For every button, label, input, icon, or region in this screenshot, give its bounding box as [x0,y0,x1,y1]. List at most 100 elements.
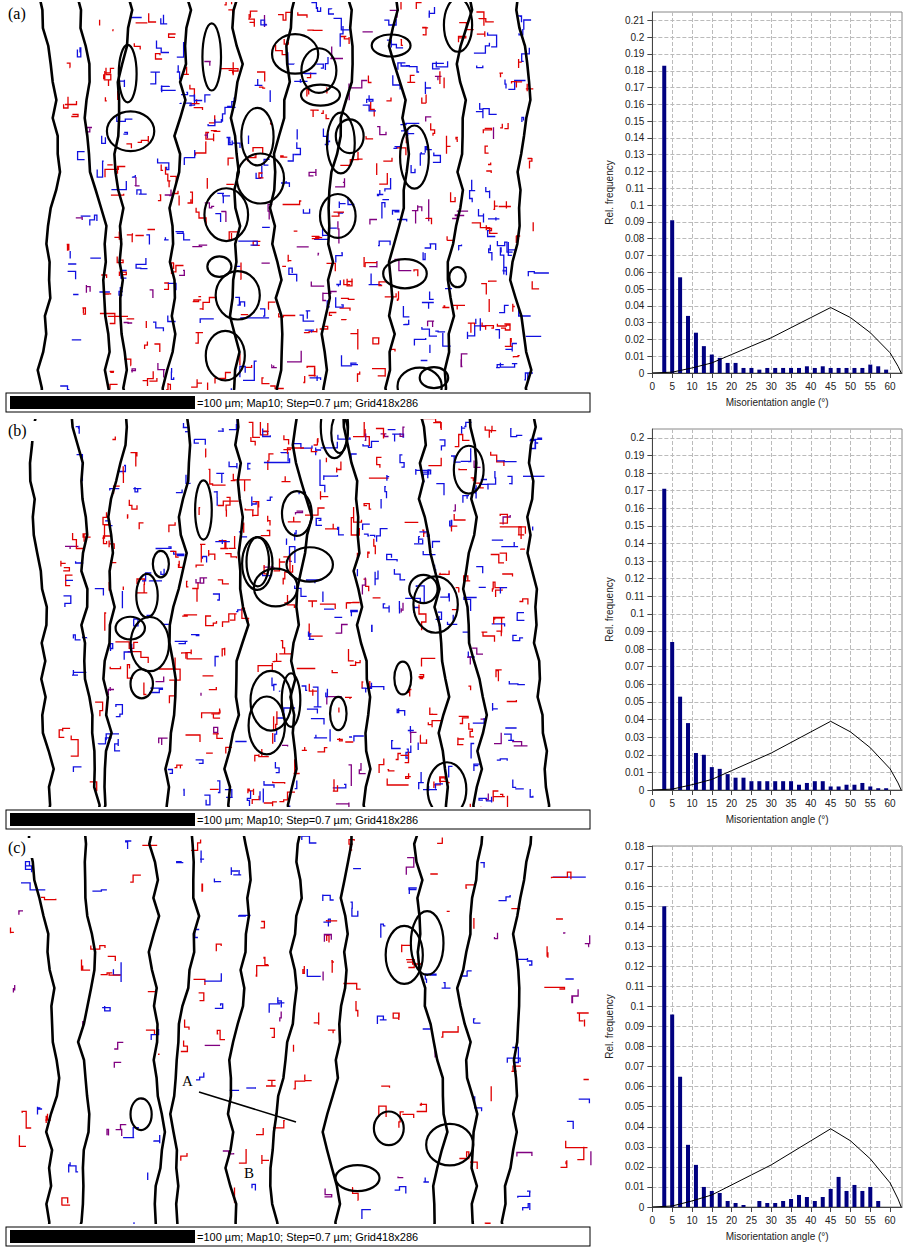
svg-text:25: 25 [746,1215,758,1226]
svg-text:35: 35 [785,798,797,809]
svg-text:0.17: 0.17 [625,861,645,872]
svg-text:5: 5 [669,798,675,809]
svg-text:0.02: 0.02 [625,334,645,345]
svg-text:0: 0 [650,798,656,809]
svg-text:0.07: 0.07 [625,1061,645,1072]
svg-text:50: 50 [845,381,857,392]
svg-text:35: 35 [785,381,797,392]
svg-text:Rel. frequency: Rel. frequency [604,160,615,224]
svg-text:0.16: 0.16 [625,503,645,514]
svg-text:0.15: 0.15 [625,520,645,531]
svg-text:0.04: 0.04 [625,714,645,725]
svg-text:0.03: 0.03 [625,317,645,328]
svg-text:15: 15 [706,381,718,392]
svg-text:0.08: 0.08 [625,1041,645,1052]
svg-text:0.19: 0.19 [625,48,645,59]
svg-text:5: 5 [669,1215,675,1226]
svg-text:0.16: 0.16 [625,99,645,110]
svg-text:10: 10 [686,798,698,809]
svg-text:0.01: 0.01 [625,767,645,778]
svg-text:30: 30 [766,1215,778,1226]
svg-text:45: 45 [825,798,837,809]
svg-text:25: 25 [746,798,758,809]
svg-text:45: 45 [825,381,837,392]
svg-text:0: 0 [639,1202,645,1213]
svg-text:=100 µm; Map10; Step=0.7 µm; G: =100 µm; Map10; Step=0.7 µm; Grid418x286 [197,814,418,826]
svg-text:0.03: 0.03 [625,1141,645,1152]
svg-text:0.19: 0.19 [625,450,645,461]
svg-text:0.12: 0.12 [625,573,645,584]
svg-text:0.06: 0.06 [625,267,645,278]
svg-text:(b): (b) [8,422,27,440]
svg-text:10: 10 [686,381,698,392]
svg-text:0.14: 0.14 [625,538,645,549]
svg-text:40: 40 [805,798,817,809]
svg-text:0.08: 0.08 [625,644,645,655]
svg-text:0.09: 0.09 [625,626,645,637]
svg-text:=100 µm; Map10; Step=0.7 µm; G: =100 µm; Map10; Step=0.7 µm; Grid418x286 [197,1231,418,1243]
svg-text:0.17: 0.17 [625,82,645,93]
svg-text:0.04: 0.04 [625,300,645,311]
svg-text:0.13: 0.13 [625,556,645,567]
svg-text:15: 15 [706,1215,718,1226]
svg-text:0.09: 0.09 [625,216,645,227]
svg-text:0.02: 0.02 [625,1161,645,1172]
svg-text:0.1: 0.1 [630,1001,644,1012]
svg-text:0.17: 0.17 [625,485,645,496]
svg-text:20: 20 [726,381,738,392]
svg-text:60: 60 [885,798,897,809]
svg-text:0.09: 0.09 [625,1021,645,1032]
svg-text:0.11: 0.11 [626,183,645,194]
svg-text:40: 40 [805,1215,817,1226]
svg-text:0.2: 0.2 [630,32,644,43]
svg-text:35: 35 [785,1215,797,1226]
svg-text:20: 20 [726,798,738,809]
svg-text:0.1: 0.1 [630,200,644,211]
svg-text:Misorientation angle (°): Misorientation angle (°) [726,1231,829,1242]
svg-text:50: 50 [845,798,857,809]
svg-text:0: 0 [639,368,645,379]
svg-text:0.04: 0.04 [625,1121,645,1132]
svg-text:0.07: 0.07 [625,661,645,672]
svg-text:0.14: 0.14 [625,132,645,143]
svg-text:Rel. frequency: Rel. frequency [604,994,615,1058]
svg-text:55: 55 [865,798,877,809]
svg-text:0: 0 [650,1215,656,1226]
svg-text:30: 30 [766,381,778,392]
svg-text:0.18: 0.18 [625,841,645,852]
svg-text:0: 0 [650,381,656,392]
svg-text:0.15: 0.15 [625,901,645,912]
svg-text:25: 25 [746,381,758,392]
svg-text:Misorientation angle (°): Misorientation angle (°) [726,397,829,408]
svg-text:0.06: 0.06 [625,1081,645,1092]
svg-text:45: 45 [825,1215,837,1226]
svg-text:0.11: 0.11 [626,981,645,992]
svg-text:(c): (c) [8,839,26,857]
svg-text:55: 55 [865,1215,877,1226]
svg-text:0.05: 0.05 [625,1101,645,1112]
svg-text:60: 60 [885,381,897,392]
svg-text:50: 50 [845,1215,857,1226]
svg-text:0.2: 0.2 [630,432,644,443]
svg-text:0.18: 0.18 [625,65,645,76]
svg-text:0.05: 0.05 [625,696,645,707]
svg-text:0.11: 0.11 [626,591,645,602]
svg-text:0: 0 [639,785,645,796]
svg-text:0.08: 0.08 [625,233,645,244]
svg-text:0.18: 0.18 [625,468,645,479]
svg-text:0.14: 0.14 [625,921,645,932]
svg-text:0.16: 0.16 [625,881,645,892]
svg-text:0.05: 0.05 [625,284,645,295]
svg-text:10: 10 [686,1215,698,1226]
svg-text:20: 20 [726,1215,738,1226]
svg-text:0.15: 0.15 [625,116,645,127]
svg-text:15: 15 [706,798,718,809]
svg-text:60: 60 [885,1215,897,1226]
svg-text:B: B [244,1165,254,1181]
svg-text:0.13: 0.13 [625,941,645,952]
svg-text:0.1: 0.1 [630,608,644,619]
svg-text:0.01: 0.01 [625,351,645,362]
svg-text:0.13: 0.13 [625,149,645,160]
svg-text:=100 µm; Map10; Step=0.7 µm; G: =100 µm; Map10; Step=0.7 µm; Grid418x286 [197,397,418,409]
svg-text:40: 40 [805,381,817,392]
